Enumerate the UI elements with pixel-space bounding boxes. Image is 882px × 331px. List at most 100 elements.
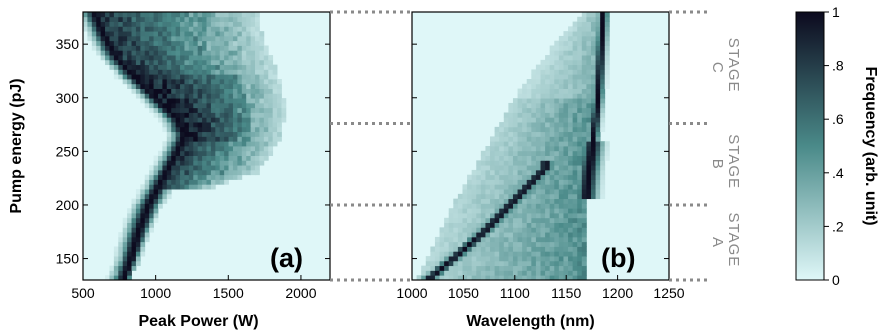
b-cell [577, 122, 583, 128]
b-cell [526, 232, 532, 238]
a-cell [118, 275, 124, 281]
a-cell [241, 102, 247, 109]
a-cell [140, 31, 146, 37]
b-cell [499, 222, 505, 228]
a-cell [219, 146, 225, 152]
a-cell [180, 150, 185, 156]
a-cell [241, 112, 247, 118]
b-cell [549, 275, 555, 281]
b-cell [508, 203, 514, 209]
a-cell [193, 79, 199, 85]
b-cell [490, 169, 496, 176]
a-cell [144, 69, 150, 75]
b-cell [549, 55, 555, 61]
a-cell [259, 122, 265, 128]
b-cell [444, 265, 450, 271]
a-cell [162, 16, 168, 22]
b-cell [577, 146, 583, 152]
b-cell [485, 275, 491, 281]
b-cell [540, 217, 546, 223]
a-cell [171, 117, 177, 123]
a-cell [87, 35, 93, 42]
b-cell [590, 141, 596, 147]
b-cell [568, 256, 574, 262]
b-cell [526, 131, 532, 137]
b-cell [568, 74, 574, 80]
b-cell [545, 74, 551, 80]
b-cell [581, 93, 587, 99]
a-cell [219, 21, 225, 27]
a-cell [193, 102, 199, 109]
a-cell [228, 59, 234, 66]
a-cell [188, 45, 194, 51]
a-cell [206, 69, 212, 75]
a-cell [272, 141, 278, 147]
b-cell [494, 189, 500, 195]
b-cell [526, 275, 532, 281]
b-cell [522, 246, 528, 252]
b-cell [476, 270, 482, 276]
b-cell [531, 256, 537, 262]
a-cell [197, 150, 203, 156]
a-cell [109, 21, 115, 27]
b-cell [439, 251, 445, 257]
a-cell [127, 222, 132, 228]
a-cell [255, 169, 260, 176]
b-cell [522, 208, 528, 214]
a-cell [166, 26, 172, 32]
a-cell [140, 45, 146, 51]
b-cell [535, 232, 541, 238]
b-cell [554, 107, 560, 113]
a-cell [188, 112, 194, 118]
b-cell [526, 251, 532, 257]
b-cell [563, 50, 569, 56]
b-cell [535, 246, 541, 252]
b-cell [563, 184, 569, 190]
b-cell [577, 40, 583, 46]
b-cell [480, 256, 486, 262]
a-cell [255, 45, 260, 51]
a-cell [241, 107, 247, 113]
a-cell [241, 12, 247, 18]
b-cell [549, 126, 555, 133]
a-cell [250, 50, 256, 56]
b-cell [494, 256, 500, 262]
a-cell [246, 165, 252, 171]
stage-a-word: STAGE [725, 213, 742, 268]
a-cell [135, 74, 141, 80]
a-cell [277, 83, 282, 89]
colorbar-ticks: 0.2.4.6.81 [824, 4, 844, 288]
b-cell [453, 217, 459, 223]
b-cell [522, 189, 528, 195]
b-cell [572, 45, 578, 51]
stage-c-letter: C [709, 62, 726, 74]
b-cell [531, 79, 537, 85]
a-cell [250, 40, 256, 46]
a-cell [232, 12, 238, 18]
a-cell [210, 136, 216, 142]
a-cell [105, 26, 110, 32]
colorbar-tick-label: .8 [832, 58, 844, 74]
a-cell [113, 265, 119, 271]
a-cell [166, 193, 172, 200]
b-cell [558, 79, 564, 85]
b-cell [522, 213, 528, 219]
a-cell [259, 98, 265, 104]
colorbar-tick-label: .4 [832, 165, 844, 181]
a-cell [255, 50, 260, 56]
b-cell [522, 98, 528, 104]
b-cell [434, 275, 440, 281]
a-cell [166, 155, 172, 161]
b-cell [499, 246, 505, 252]
stage-a-letter: A [709, 237, 726, 248]
b-cell [517, 193, 523, 200]
b-cell [604, 16, 610, 22]
a-cell [210, 79, 216, 85]
b-cell [531, 174, 537, 180]
a-cell [193, 165, 199, 171]
b-cell [549, 117, 555, 123]
a-cell [219, 98, 225, 104]
b-cell [545, 265, 551, 271]
a-cell [259, 55, 265, 61]
a-cell [180, 59, 185, 66]
